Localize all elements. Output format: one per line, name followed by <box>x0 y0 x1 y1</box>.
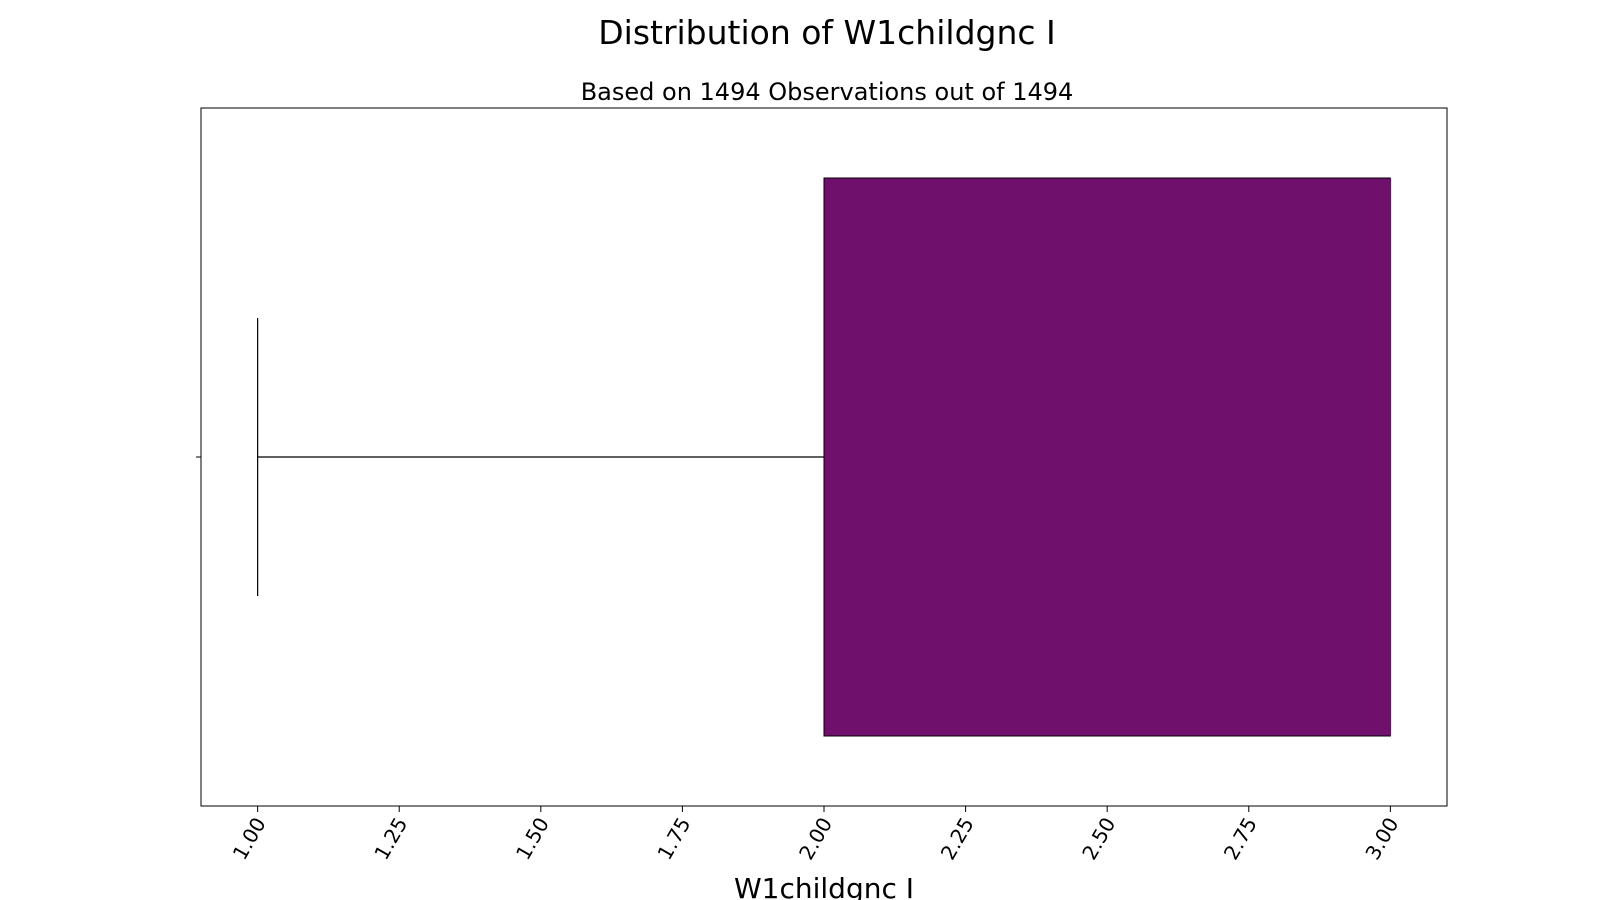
x-tick-label: 2.00 <box>794 813 837 864</box>
x-axis-ticks: 1.00 1.25 1.50 1.75 2.00 2.25 2.50 2.75 3.00 <box>228 806 1403 864</box>
x-axis-label: W1childgnc I <box>734 872 914 900</box>
x-tick-label: 2.75 <box>1219 813 1262 864</box>
iqr-box <box>823 177 1391 737</box>
x-tick-label: 1.75 <box>652 813 695 864</box>
chart-subtitle: Based on 1494 Observations out of 1494 <box>581 78 1074 106</box>
x-tick-label: 1.50 <box>511 813 554 864</box>
x-tick-label: 1.00 <box>228 813 271 864</box>
x-tick-label: 3.00 <box>1360 813 1403 864</box>
x-tick-label: 1.25 <box>369 813 412 864</box>
x-tick-label: 2.25 <box>936 813 979 864</box>
x-tick-label: 2.50 <box>1077 813 1120 864</box>
boxplot-marks <box>196 177 1392 737</box>
chart-title: Distribution of W1childgnc I <box>598 13 1056 52</box>
